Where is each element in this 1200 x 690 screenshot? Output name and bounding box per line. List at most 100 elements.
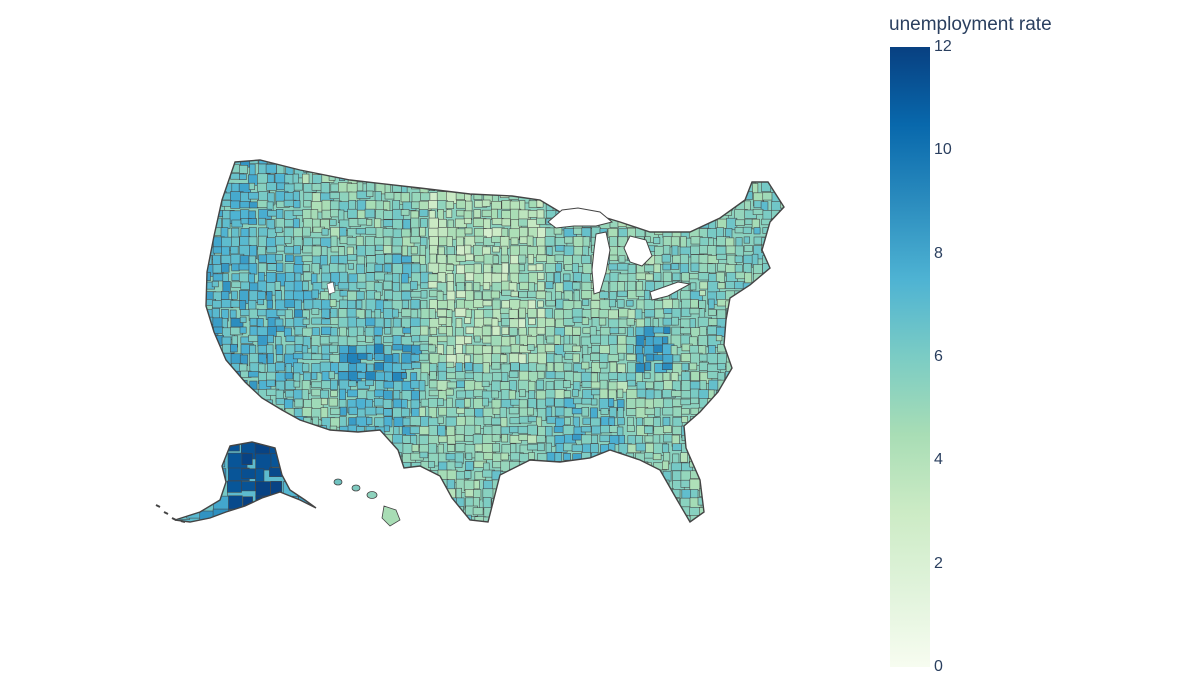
- county[interactable]: [221, 515, 235, 525]
- county[interactable]: [535, 263, 544, 271]
- county[interactable]: [347, 462, 357, 470]
- county[interactable]: [662, 416, 671, 428]
- county[interactable]: [778, 218, 787, 233]
- county[interactable]: [735, 309, 747, 322]
- county[interactable]: [555, 182, 565, 195]
- county[interactable]: [527, 480, 537, 493]
- county[interactable]: [518, 497, 531, 510]
- county[interactable]: [446, 397, 453, 409]
- county[interactable]: [364, 208, 376, 219]
- county[interactable]: [707, 263, 717, 274]
- county[interactable]: [212, 406, 225, 416]
- county[interactable]: [456, 200, 466, 209]
- county[interactable]: [726, 434, 737, 444]
- county[interactable]: [365, 335, 374, 343]
- county[interactable]: [483, 416, 493, 425]
- county[interactable]: [356, 443, 368, 456]
- county[interactable]: [790, 435, 800, 443]
- county[interactable]: [607, 489, 619, 497]
- county[interactable]: [752, 325, 760, 333]
- county[interactable]: [752, 452, 763, 463]
- county[interactable]: [527, 407, 534, 416]
- county[interactable]: [725, 426, 737, 435]
- county[interactable]: [609, 327, 620, 334]
- county[interactable]: [240, 417, 252, 432]
- county[interactable]: [212, 174, 219, 182]
- county[interactable]: [643, 372, 651, 379]
- county[interactable]: [240, 506, 251, 519]
- county[interactable]: [653, 470, 662, 482]
- county[interactable]: [321, 434, 332, 447]
- county[interactable]: [608, 191, 621, 205]
- county[interactable]: [662, 192, 672, 206]
- county[interactable]: [591, 487, 603, 494]
- county[interactable]: [501, 434, 508, 443]
- county[interactable]: [563, 362, 573, 372]
- county[interactable]: [297, 453, 317, 474]
- county[interactable]: [346, 237, 357, 246]
- county[interactable]: [662, 245, 671, 255]
- county[interactable]: [230, 246, 239, 255]
- county[interactable]: [627, 379, 636, 387]
- county[interactable]: [383, 164, 391, 171]
- county[interactable]: [284, 443, 296, 454]
- county[interactable]: [346, 246, 354, 256]
- county[interactable]: [401, 300, 409, 309]
- county[interactable]: [743, 399, 752, 411]
- county[interactable]: [266, 433, 281, 442]
- county[interactable]: [536, 379, 544, 390]
- county[interactable]: [464, 173, 478, 181]
- county[interactable]: [789, 408, 802, 419]
- county[interactable]: [527, 415, 538, 423]
- county[interactable]: [735, 219, 745, 226]
- county[interactable]: [770, 497, 779, 509]
- county[interactable]: [779, 228, 789, 235]
- county[interactable]: [429, 489, 437, 501]
- county[interactable]: [483, 525, 490, 535]
- county[interactable]: [617, 281, 625, 292]
- county[interactable]: [698, 425, 705, 437]
- county[interactable]: [302, 173, 310, 184]
- county[interactable]: [545, 181, 558, 192]
- county[interactable]: [401, 164, 409, 172]
- county[interactable]: [474, 335, 481, 343]
- county[interactable]: [689, 434, 702, 441]
- county[interactable]: [618, 157, 629, 167]
- county[interactable]: [220, 291, 230, 300]
- county[interactable]: [517, 254, 527, 264]
- county[interactable]: [203, 371, 214, 383]
- county[interactable]: [311, 453, 324, 464]
- county[interactable]: [708, 209, 716, 216]
- county[interactable]: [365, 471, 374, 485]
- county[interactable]: [526, 235, 534, 247]
- county[interactable]: [347, 507, 362, 521]
- county[interactable]: [770, 281, 780, 290]
- county[interactable]: [276, 507, 288, 518]
- county[interactable]: [499, 164, 513, 178]
- county[interactable]: [464, 317, 472, 324]
- county[interactable]: [321, 228, 329, 236]
- county[interactable]: [456, 380, 465, 388]
- county[interactable]: [249, 156, 259, 165]
- county[interactable]: [771, 398, 779, 413]
- county[interactable]: [573, 397, 583, 405]
- county[interactable]: [205, 210, 218, 221]
- county[interactable]: [699, 281, 708, 290]
- county[interactable]: [708, 415, 715, 430]
- county[interactable]: [707, 191, 720, 205]
- county[interactable]: [725, 507, 739, 521]
- county[interactable]: [636, 183, 649, 195]
- county[interactable]: [464, 372, 475, 379]
- county[interactable]: [501, 218, 511, 227]
- county[interactable]: [329, 164, 343, 178]
- county[interactable]: [743, 434, 753, 447]
- county[interactable]: [790, 517, 801, 527]
- county[interactable]: [743, 516, 754, 528]
- county[interactable]: [401, 497, 415, 506]
- county[interactable]: [284, 453, 294, 462]
- county[interactable]: [743, 452, 754, 463]
- county[interactable]: [743, 354, 750, 368]
- county[interactable]: [752, 183, 759, 194]
- county[interactable]: [429, 507, 440, 519]
- county[interactable]: [527, 344, 535, 351]
